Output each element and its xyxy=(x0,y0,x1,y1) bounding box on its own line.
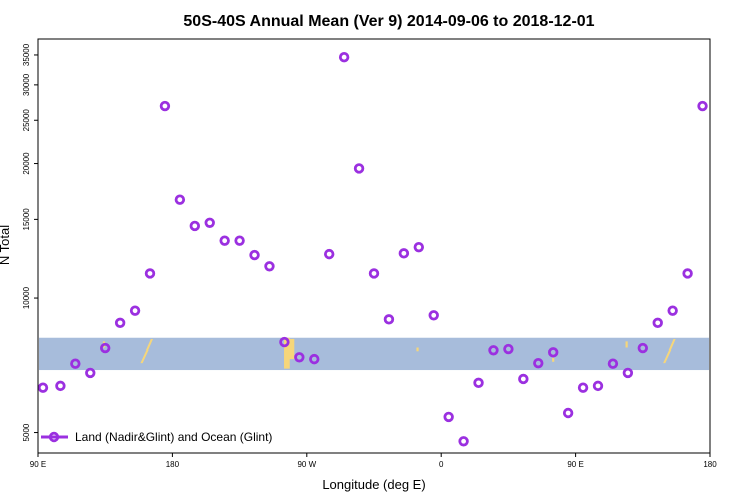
x-axis-label: Longitude (deg E) xyxy=(322,477,425,492)
x-tick-label: 0 xyxy=(439,460,444,469)
land-fragment xyxy=(140,350,149,364)
data-point xyxy=(518,373,529,385)
data-points xyxy=(37,51,708,447)
data-point xyxy=(428,310,439,321)
data-point xyxy=(622,367,634,379)
data-point xyxy=(548,347,559,358)
y-tick-label: 20000 xyxy=(22,152,31,175)
data-point xyxy=(85,367,96,379)
data-point xyxy=(174,194,186,205)
x-tick-label: 180 xyxy=(166,460,180,469)
data-point xyxy=(338,51,350,63)
data-point xyxy=(577,382,589,393)
land-fragment xyxy=(668,338,676,351)
land-fragment xyxy=(663,350,672,364)
data-point xyxy=(129,305,141,316)
land-masses xyxy=(102,337,676,369)
x-tick-label: 90 W xyxy=(297,460,316,469)
data-point xyxy=(324,248,335,260)
data-point xyxy=(458,436,469,447)
data-point xyxy=(383,314,395,325)
data-point xyxy=(503,343,514,355)
land-fragment xyxy=(146,338,154,351)
land-fragment xyxy=(416,347,419,352)
data-point xyxy=(204,217,215,228)
y-tick-label: 35000 xyxy=(22,43,31,66)
plot-frame xyxy=(37,38,711,454)
y-tick-label: 30000 xyxy=(22,73,31,96)
data-point xyxy=(353,163,365,174)
y-tick-label: 15000 xyxy=(22,208,31,231)
land-fragment xyxy=(289,338,295,360)
data-point xyxy=(99,342,111,354)
x-tick-label: 90 E xyxy=(567,460,583,469)
data-point xyxy=(55,380,66,392)
plot-area xyxy=(37,51,709,447)
legend-marker xyxy=(48,431,60,443)
data-point xyxy=(697,100,708,112)
y-tick-label: 25000 xyxy=(22,109,31,132)
x-tick-label: 180 xyxy=(703,460,717,469)
legend-label: Land (Nadir&Glint) and Ocean (Glint) xyxy=(75,430,272,444)
land-fragment xyxy=(625,341,628,348)
data-point xyxy=(368,268,380,279)
y-axis-label: N Total xyxy=(0,225,12,265)
data-point xyxy=(70,358,81,369)
data-point xyxy=(37,382,49,393)
data-point xyxy=(473,377,484,389)
data-point xyxy=(607,358,619,369)
y-tick-label: 5000 xyxy=(22,423,31,441)
data-point xyxy=(219,235,230,246)
data-point xyxy=(159,100,171,112)
data-point xyxy=(249,249,260,261)
data-point xyxy=(144,268,156,279)
data-point xyxy=(592,380,604,392)
data-point xyxy=(309,353,320,365)
data-point xyxy=(114,317,126,329)
data-point xyxy=(189,220,200,232)
chart-title: 50S-40S Annual Mean (Ver 9) 2014-09-06 t… xyxy=(183,13,594,30)
y-tick-label: 10000 xyxy=(22,286,31,309)
y-axis: 5000 10000 15000 20000 25000 30000 35000 xyxy=(22,43,38,441)
data-point xyxy=(637,342,648,354)
data-point xyxy=(234,235,245,246)
data-point xyxy=(443,411,454,423)
data-point xyxy=(652,317,663,329)
data-point xyxy=(682,268,693,279)
x-tick-label: 90 E xyxy=(30,460,46,469)
legend: Land (Nadir&Glint) and Ocean (Glint) xyxy=(41,430,272,444)
data-point xyxy=(413,241,424,253)
data-point xyxy=(398,248,410,259)
data-point xyxy=(264,261,275,272)
data-point xyxy=(562,407,574,419)
data-point xyxy=(294,352,305,363)
data-point xyxy=(533,357,544,369)
data-point xyxy=(667,305,678,316)
data-point xyxy=(279,336,290,348)
land-fragment xyxy=(552,357,555,362)
x-axis: 90 E 180 90 W 0 90 E 180 xyxy=(30,453,717,469)
data-point xyxy=(488,345,499,356)
